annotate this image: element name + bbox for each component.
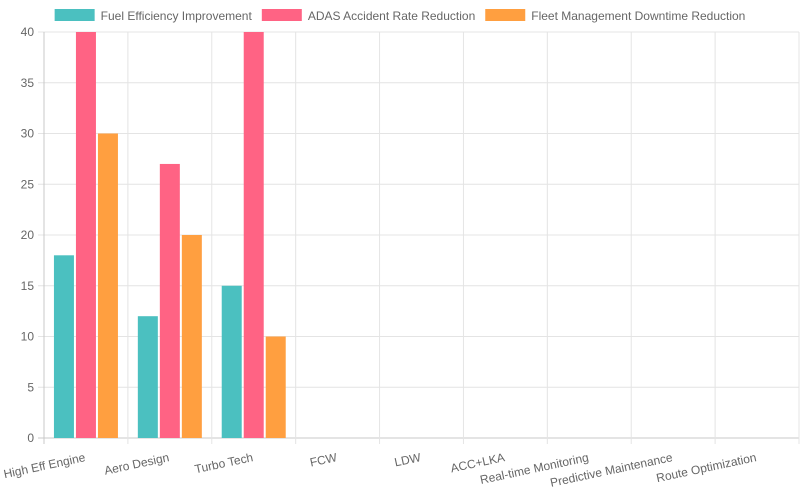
bar-fleet-management-downtime-reduction-high-eff-engine[interactable] (97, 133, 118, 439)
x-axis-ticks: High Eff Engine Aero Design Turbo Tech FCW L… (2, 450, 757, 490)
bar-fuel-efficiency-improvement-aero-design[interactable] (137, 316, 158, 438)
legend-label: ADAS Accident Rate Reduction (308, 9, 475, 23)
y-tick-label: 10 (21, 330, 35, 344)
bars (53, 32, 286, 439)
x-tick-label-turbo-tech: Turbo Tech (193, 450, 254, 476)
y-tick-label: 5 (27, 380, 34, 394)
y-tick-label: 0 (27, 431, 34, 445)
legend-item-adas-accident-rate-reduction[interactable]: ADAS Accident Rate Reduction (261, 9, 475, 23)
bar-fuel-efficiency-improvement-high-eff-engine[interactable] (53, 255, 74, 438)
bar-adas-accident-rate-reduction-turbo-tech[interactable] (243, 32, 264, 438)
x-tick-label-fcw: FCW (309, 450, 339, 470)
legend-item-fuel-efficiency-improvement[interactable]: Fuel Efficiency Improvement (54, 9, 253, 23)
x-tick-label-ldw: LDW (393, 450, 423, 469)
legend-swatch (485, 9, 526, 21)
y-tick-label: 30 (21, 127, 35, 141)
y-tick-label: 25 (21, 177, 35, 191)
legend-swatch (261, 9, 302, 21)
bar-adas-accident-rate-reduction-aero-design[interactable] (159, 163, 180, 438)
x-tick-label-aero-design: Aero Design (103, 450, 171, 477)
x-tick-label-high-eff-engine: High Eff Engine (2, 450, 87, 481)
bar-adas-accident-rate-reduction-high-eff-engine[interactable] (75, 32, 96, 438)
bar-fleet-management-downtime-reduction-turbo-tech[interactable] (265, 336, 286, 439)
legend-item-fleet-management-downtime-reduction[interactable]: Fleet Management Downtime Reduction (485, 9, 745, 23)
bar-fuel-efficiency-improvement-turbo-tech[interactable] (221, 285, 242, 438)
y-tick-label: 20 (21, 228, 35, 242)
y-tick-label: 35 (21, 76, 35, 90)
bar-fleet-management-downtime-reduction-aero-design[interactable] (181, 235, 202, 438)
legend-label: Fuel Efficiency Improvement (101, 9, 253, 23)
legend-swatch (54, 9, 95, 21)
legend-label: Fleet Management Downtime Reduction (531, 9, 745, 23)
y-tick-label: 40 (21, 25, 35, 39)
y-tick-label: 15 (21, 279, 35, 293)
y-axis-ticks: 0 5 10 15 20 25 30 35 40 (21, 25, 35, 445)
legend[interactable]: Fuel Efficiency Improvement ADAS Accident… (54, 9, 746, 23)
